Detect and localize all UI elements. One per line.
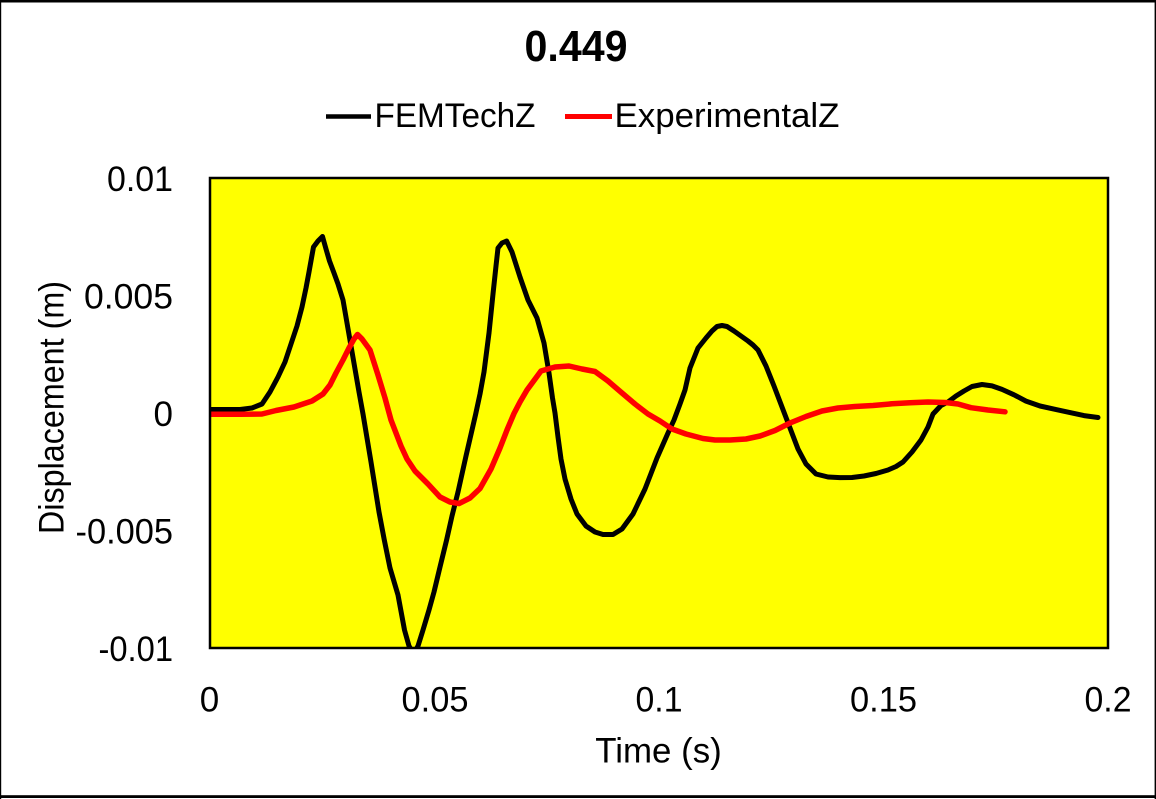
svg-text:Time (s): Time (s) (595, 731, 722, 770)
svg-text:0.449: 0.449 (525, 23, 628, 71)
svg-text:-0.005: -0.005 (76, 512, 174, 551)
svg-text:0.1: 0.1 (636, 680, 683, 719)
svg-text:0: 0 (200, 680, 219, 719)
svg-text:0.2: 0.2 (1085, 680, 1132, 719)
svg-text:0.01: 0.01 (107, 160, 173, 199)
svg-text:0.005: 0.005 (84, 277, 173, 316)
svg-text:-0.01: -0.01 (99, 630, 174, 669)
svg-text:0: 0 (154, 395, 173, 434)
svg-text:FEMTechZ: FEMTechZ (375, 97, 536, 135)
svg-text:0.05: 0.05 (402, 680, 469, 719)
svg-text:ExperimentalZ: ExperimentalZ (615, 97, 840, 135)
svg-text:0.15: 0.15 (850, 680, 917, 719)
svg-text:Displacement (m): Displacement (m) (33, 281, 72, 534)
